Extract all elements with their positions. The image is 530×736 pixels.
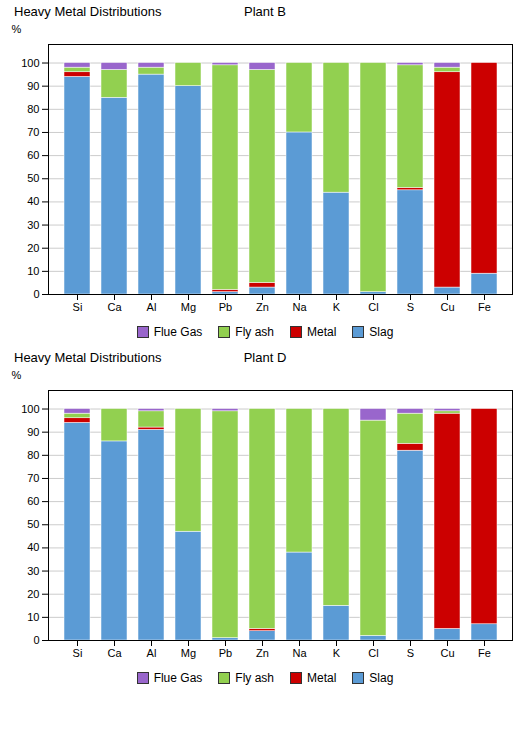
html-text:Heavy Metal Distributions: Heavy Metal Distributions [14, 4, 162, 19]
svg-text:100: 100 [21, 57, 39, 69]
svg-text:Fe: Fe [478, 647, 491, 659]
svg-text:40: 40 [27, 541, 39, 553]
svg-text:Ca: Ca [107, 647, 122, 659]
html-text:Plant D: Plant D [243, 350, 287, 365]
svg-text:Cl: Cl [368, 647, 378, 659]
svg-text:S: S [407, 301, 414, 313]
html-text:Fly ash: Fly ash [235, 325, 274, 339]
svg-text:Cu: Cu [440, 647, 454, 659]
html-text:Plant B: Plant B [244, 4, 286, 19]
svg-text:Zn: Zn [256, 647, 269, 659]
svg-text:Si: Si [73, 301, 83, 313]
svg-text:90: 90 [27, 426, 39, 438]
svg-text:K: K [333, 647, 341, 659]
svg-text:Cu: Cu [440, 301, 454, 313]
svg-text:Zn: Zn [256, 301, 269, 313]
svg-text:Pb: Pb [219, 647, 232, 659]
svg-text:Si: Si [73, 647, 83, 659]
svg-text:0: 0 [33, 288, 39, 300]
svg-text:50: 50 [27, 518, 39, 530]
html-text:Slag: Slag [369, 325, 394, 339]
html-text:Flue Gas: Flue Gas [153, 671, 203, 685]
svg-text:Mg: Mg [181, 301, 196, 313]
svg-text:30: 30 [27, 565, 39, 577]
svg-text:Fe: Fe [478, 301, 491, 313]
svg-text:K: K [333, 301, 341, 313]
html-text:Slag: Slag [369, 671, 394, 685]
svg-text:70: 70 [27, 126, 39, 138]
svg-text:Na: Na [292, 301, 307, 313]
svg-text:10: 10 [27, 265, 39, 277]
html-text:Flue Gas: Flue Gas [153, 325, 203, 339]
svg-text:20: 20 [27, 242, 39, 254]
html-text:Heavy Metal Distributions: Heavy Metal Distributions [14, 350, 162, 365]
svg-text:Mg: Mg [181, 647, 196, 659]
svg-text:%: % [12, 369, 22, 381]
svg-text:100: 100 [21, 403, 39, 415]
svg-text:%: % [12, 23, 22, 35]
html-text:Metal: Metal [307, 325, 337, 339]
svg-text:Pb: Pb [219, 301, 232, 313]
svg-text:10: 10 [27, 611, 39, 623]
svg-text:80: 80 [27, 449, 39, 461]
svg-text:90: 90 [27, 80, 39, 92]
svg-text:70: 70 [27, 472, 39, 484]
svg-text:40: 40 [27, 195, 39, 207]
svg-text:Al: Al [147, 301, 157, 313]
svg-text:Al: Al [147, 647, 157, 659]
svg-text:Cl: Cl [368, 301, 378, 313]
svg-text:S: S [407, 647, 414, 659]
svg-text:Ca: Ca [107, 301, 122, 313]
svg-text:30: 30 [27, 219, 39, 231]
svg-text:60: 60 [27, 495, 39, 507]
svg-text:20: 20 [27, 588, 39, 600]
html-text:Metal: Metal [307, 671, 337, 685]
svg-text:80: 80 [27, 103, 39, 115]
svg-text:50: 50 [27, 172, 39, 184]
svg-text:0: 0 [33, 634, 39, 646]
svg-text:Na: Na [292, 647, 307, 659]
svg-text:60: 60 [27, 149, 39, 161]
html-text:Fly ash: Fly ash [235, 671, 274, 685]
